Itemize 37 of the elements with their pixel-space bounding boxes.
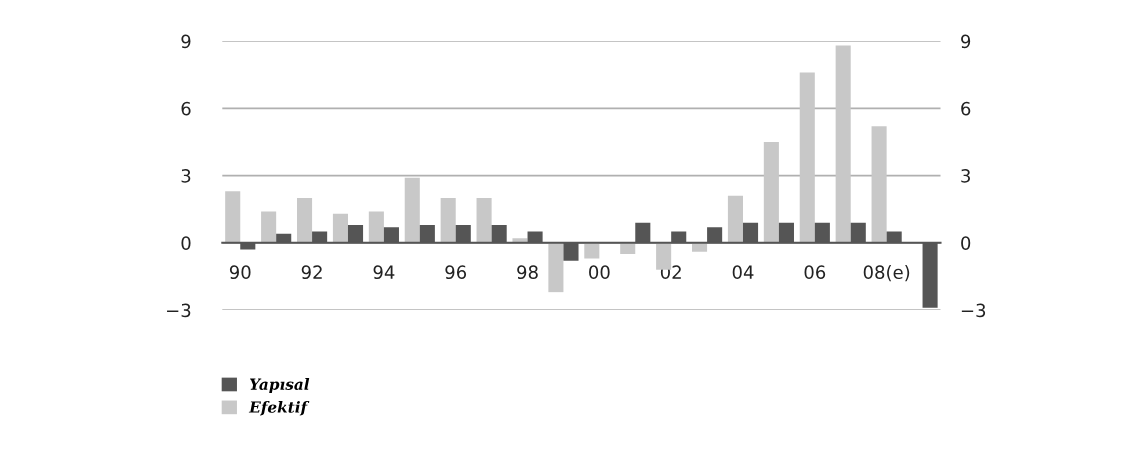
x-tick-label: 00 [589, 265, 610, 280]
y2-tick-label: −3 [961, 303, 986, 318]
x-tick-label: 92 [301, 265, 322, 280]
x-tick-label: 90 [229, 265, 251, 280]
x-tick-label: 08(e) [863, 265, 910, 282]
bar [871, 126, 887, 243]
y2-tick-label: 0 [961, 236, 971, 250]
bar [548, 242, 564, 293]
legend-label: Efektif [248, 400, 310, 416]
bar [404, 177, 420, 243]
bar [225, 191, 241, 243]
y2-tick-label: 3 [961, 169, 970, 183]
x-tick-label: 96 [445, 265, 467, 280]
bar [799, 72, 815, 243]
y-tick-label: 9 [181, 34, 191, 49]
y2-tick-label: 6 [961, 101, 971, 116]
y-tick-label: 6 [181, 101, 191, 116]
bar [368, 211, 384, 243]
bar [584, 242, 600, 259]
x-tick-label: 98 [517, 265, 538, 280]
bar [727, 195, 743, 243]
bar [332, 213, 348, 243]
y-tick-label: 0 [181, 236, 191, 250]
x-tick-label: 06 [804, 265, 826, 280]
y2-tick-label: 9 [961, 34, 971, 49]
legend-label: Yapısal [249, 378, 310, 393]
y-tick-label: 3 [181, 169, 191, 183]
bar [835, 45, 851, 243]
bar [512, 238, 528, 243]
bar [261, 211, 277, 243]
bar [476, 197, 492, 243]
x-tick-label: 94 [373, 265, 395, 280]
y-tick-label: −3 [167, 303, 191, 318]
bar [763, 141, 779, 243]
bar [440, 197, 456, 243]
bar [296, 197, 313, 243]
x-tick-label: 04 [732, 265, 754, 280]
